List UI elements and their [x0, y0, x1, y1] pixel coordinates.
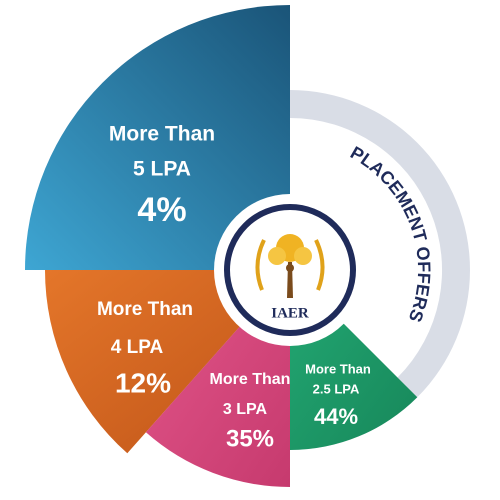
inner-panel: [290, 118, 443, 378]
logo-text: IAER: [271, 305, 309, 321]
segment-label: 5 LPA: [133, 158, 191, 181]
segment-label: 2.5 LPA: [313, 381, 360, 396]
segment-label: More Than: [97, 299, 193, 320]
segment-label: 3 LPA: [223, 401, 268, 418]
segment-blue: [25, 5, 290, 270]
segment-value: 44%: [314, 404, 358, 429]
logo-icon: [255, 234, 325, 298]
segment-value: 4%: [137, 191, 186, 229]
segment-label: 4 LPA: [111, 337, 164, 358]
segment-label: More Than: [210, 371, 291, 388]
segment-orange: [44, 270, 290, 454]
segment-label: More Than: [305, 361, 371, 376]
segment-value: 12%: [115, 367, 171, 398]
segment-label: More Than: [109, 123, 215, 146]
segment-value: 35%: [226, 425, 274, 452]
